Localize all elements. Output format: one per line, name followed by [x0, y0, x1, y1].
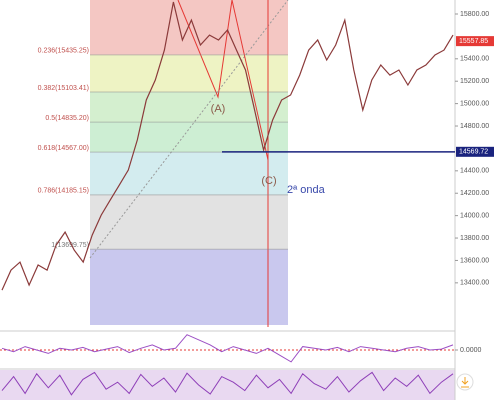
y-tick-label: 13600.00	[460, 257, 489, 264]
series-line	[1, 1, 454, 291]
fib-band	[90, 122, 288, 153]
fib-band	[90, 54, 288, 93]
price-label-box	[456, 146, 494, 157]
fib-label: 0.5(14835.20)	[45, 115, 89, 122]
y-tick-label: 13800.00	[460, 235, 489, 242]
fib-label: 1(13699.75)	[51, 242, 89, 249]
fib-label: 0.236(15435.25)	[38, 48, 89, 55]
y-tick-label: 13400.00	[460, 280, 489, 287]
fib-band	[90, 194, 288, 250]
fib-band	[90, 152, 288, 195]
price-label-box	[456, 36, 494, 47]
y-tick-label: 14000.00	[460, 212, 489, 219]
fib-bands	[90, 0, 288, 325]
series-line	[1, 334, 454, 363]
y-tick-label: 15800.00	[460, 11, 489, 18]
annotation: (A)	[211, 103, 226, 115]
y-tick-label: 14800.00	[460, 123, 489, 130]
y-tick-label: 14400.00	[460, 168, 489, 175]
fib-label: 0.382(15103.41)	[38, 85, 89, 92]
download-icon	[461, 377, 469, 388]
fib-band	[90, 249, 288, 325]
annotation: (C)	[261, 175, 276, 187]
y-tick-label: 15400.00	[460, 56, 489, 63]
fib-band	[90, 92, 288, 123]
annotation: 2ª onda	[287, 184, 326, 196]
wave-lines	[177, 0, 269, 161]
fib-label: 0.786(14185.15)	[38, 188, 89, 195]
y-tick-label: 0.0000	[460, 347, 482, 354]
y-tick-label: 14200.00	[460, 190, 489, 197]
series-line	[1, 371, 454, 396]
price-label: 14569.72	[459, 149, 488, 156]
price-label: 15557.85	[459, 38, 488, 45]
y-tick-label: 15000.00	[460, 100, 489, 107]
y-tick-label: 15200.00	[460, 78, 489, 85]
fib-label: 0.618(14567.00)	[38, 145, 89, 152]
indicator-background	[0, 370, 455, 400]
